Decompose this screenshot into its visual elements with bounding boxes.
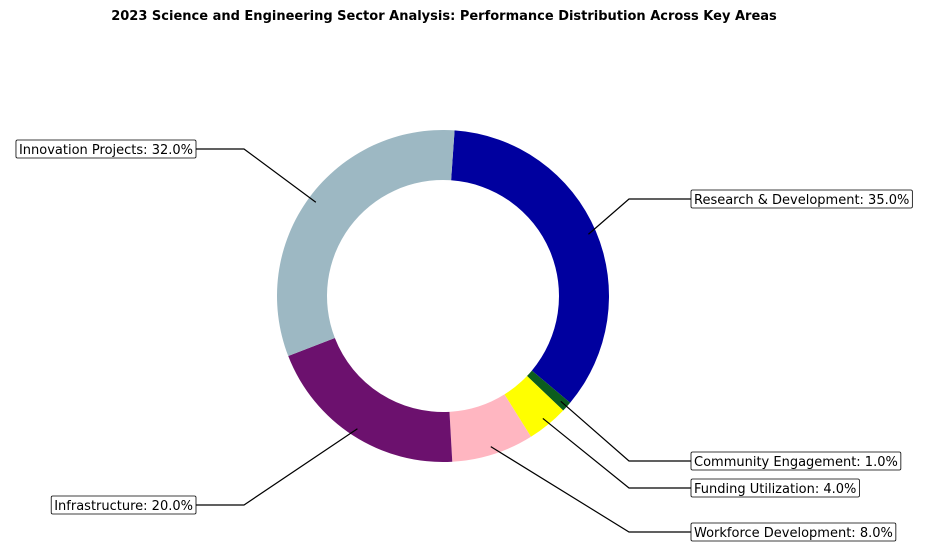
- label-box-research-development: [690, 189, 913, 209]
- label-box-community-engagement: [690, 451, 902, 471]
- leader-line-innovation-projects: [196, 148, 317, 203]
- chart-title: 2023 Science and Engineering Sector Anal…: [111, 9, 777, 24]
- slice-research-development: [451, 130, 609, 403]
- label-box-infrastructure: [50, 495, 197, 515]
- slice-community-engagement: [527, 370, 571, 411]
- label-box-funding-utilization: [690, 478, 860, 498]
- leader-line-funding-utilization: [542, 417, 691, 489]
- slice-innovation-projects: [277, 130, 455, 357]
- leader-line-workforce-development: [490, 446, 691, 533]
- label-funding-utilization: Funding Utilization: 4.0%: [694, 482, 856, 497]
- label-box-innovation-projects: [15, 139, 197, 159]
- slice-workforce-development: [449, 394, 531, 462]
- slice-infrastructure: [288, 337, 453, 463]
- label-infrastructure: Infrastructure: 20.0%: [54, 499, 193, 514]
- leader-line-infrastructure: [196, 428, 358, 506]
- label-research-development: Research & Development: 35.0%: [694, 193, 909, 208]
- label-innovation-projects: Innovation Projects: 32.0%: [19, 143, 193, 158]
- leader-line-community-engagement: [560, 400, 691, 462]
- leader-line-research-development: [588, 198, 691, 235]
- label-community-engagement: Community Engagement: 1.0%: [694, 455, 898, 470]
- slice-funding-utilization: [504, 375, 564, 437]
- label-workforce-development: Workforce Development: 8.0%: [694, 526, 893, 541]
- label-box-workforce-development: [690, 522, 897, 542]
